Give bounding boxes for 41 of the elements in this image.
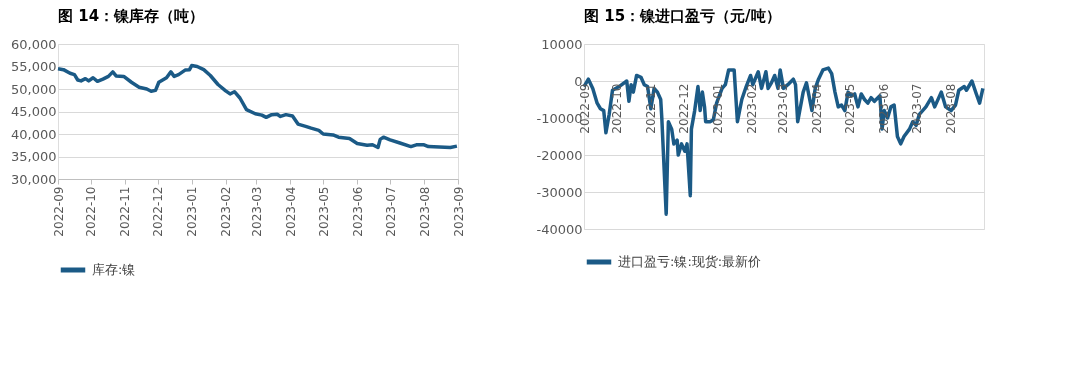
y-tick-label: -20000 [536, 147, 583, 163]
x-tick-label: 2022-10 [84, 186, 99, 237]
x-tick-label: 2023-07 [383, 186, 398, 237]
x-tick-label: 2023-02 [219, 186, 234, 237]
x-tick-label: 2023-08 [417, 186, 432, 237]
y-tick-label: 55,000 [11, 59, 57, 74]
x-tick-label: 2023-05 [842, 83, 857, 134]
line-series [582, 66, 985, 216]
x-tick-label: 2023-06 [350, 186, 365, 237]
y-tick-label: -40000 [536, 221, 583, 237]
x-tick-label: 2023-01 [185, 186, 200, 237]
x-tick-label: 2023-08 [943, 83, 958, 134]
y-tick-label: 10000 [541, 36, 583, 52]
x-tick-label: 2023-09 [451, 186, 466, 237]
x-tick-label: 2023-01 [711, 83, 726, 134]
x-tick-label: 2022-12 [151, 186, 166, 237]
x-tick-label: 2022-12 [677, 83, 692, 134]
y-tick-label: 40,000 [11, 126, 57, 142]
x-tick-label: 2023-06 [876, 83, 891, 134]
y-tick-label: 45,000 [11, 104, 57, 119]
x-tick-label: 2023-04 [283, 186, 298, 237]
x-tick-label: 2023-03 [249, 186, 264, 237]
legend-label: 库存:镍 [92, 262, 136, 277]
chart-title: 图 14：镍库存（吨） [58, 7, 205, 25]
x-tick-label: 2023-04 [809, 83, 824, 134]
x-tick-label: 2022-09 [51, 186, 66, 237]
y-tick-label: -30000 [536, 184, 583, 200]
y-tick-label: 30,000 [11, 171, 57, 187]
x-tick-label: 2023-05 [316, 186, 331, 237]
chart-title: 图 15：镍进口盈亏（元/吨） [584, 7, 781, 25]
x-tick-label: 2023-03 [775, 83, 790, 134]
line-series [56, 63, 459, 150]
y-tick-label: 35,000 [11, 149, 57, 164]
legend-label: 进口盈亏:镍:现货:最新价 [618, 254, 762, 269]
x-tick-label: 2022-11 [644, 83, 659, 134]
x-tick-label: 2022-10 [610, 83, 625, 134]
x-tick-label: 2022-11 [118, 186, 133, 237]
y-tick-label: 50,000 [11, 81, 57, 97]
x-tick-label: 2023-07 [909, 83, 924, 134]
x-tick-label: 2023-02 [745, 83, 760, 134]
y-tick-label: 60,000 [11, 36, 57, 52]
